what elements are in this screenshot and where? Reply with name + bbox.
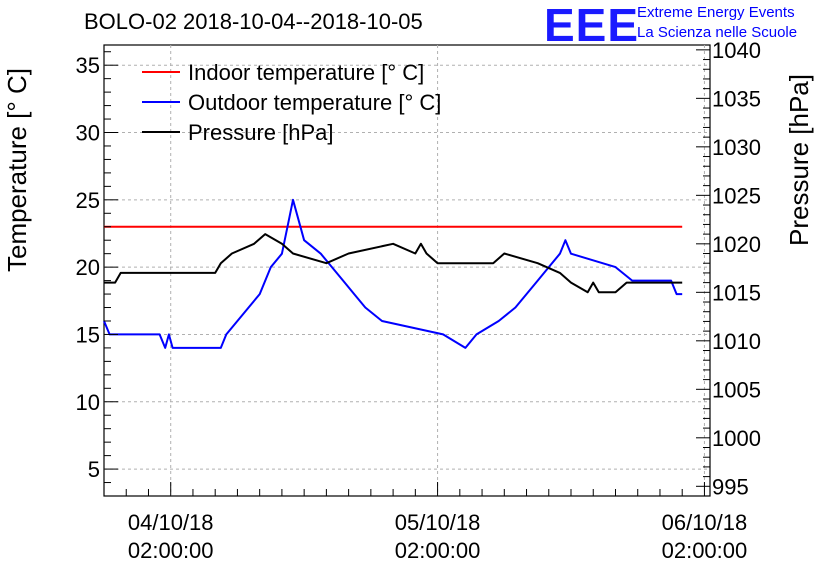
legend: Indoor temperature [° C] Outdoor tempera… [142,60,441,145]
x-tick-label-date: 04/10/18 [128,510,214,535]
y-tick-label: 5 [88,457,100,482]
y2-axis-label: Pressure [hPa] [784,74,814,246]
logo-text-line1: Extreme Energy Events [637,4,795,21]
series-lines [103,198,683,349]
y2-tick-label: 1035 [712,86,761,111]
x-axis: 04/10/18 02:00:00 05/10/18 02:00:00 06/10/18… [103,482,748,563]
y2-tick-label: 1000 [712,426,761,451]
chart-title: BOLO-02 2018-10-04--2018-10-05 [84,9,423,34]
eee-logo: EEE [544,0,640,51]
x-tick-label-date: 06/10/18 [662,510,748,535]
x-tick-label-time: 02:00:00 [395,538,481,563]
left-axis: 5 10 15 20 25 30 35 [76,51,118,497]
grid [104,45,710,496]
pressure-line [104,233,683,294]
y-tick-label: 30 [76,121,100,146]
legend-label-outdoor: Outdoor temperature [° C] [188,90,441,115]
right-axis: 995 1000 1005 1010 1015 1020 1025 1030 1035 1040 [696,38,761,499]
y2-tick-label: 1020 [712,232,761,257]
x-tick-label-time: 02:00:00 [128,538,214,563]
y2-tick-label: 995 [712,474,749,499]
y-tick-label: 15 [76,322,100,347]
y2-tick-label: 1010 [712,329,761,354]
x-tick-label-time: 02:00:00 [662,538,748,563]
y-tick-label: 10 [76,390,100,415]
plot-frame [103,44,711,497]
y2-tick-label: 1030 [712,135,761,160]
y2-tick-label: 1015 [712,280,761,305]
y-axis-label: Temperature [° C] [2,68,32,272]
outdoor-temperature-line [103,198,683,349]
y2-tick-label: 1005 [712,377,761,402]
y2-tick-label: 1040 [712,38,761,63]
y-tick-label: 20 [76,255,100,280]
y2-tick-label: 1025 [712,183,761,208]
y-tick-label: 25 [76,188,100,213]
y-tick-label: 35 [76,53,100,78]
x-tick-label-date: 05/10/18 [395,510,481,535]
legend-label-indoor: Indoor temperature [° C] [188,60,424,85]
legend-label-pressure: Pressure [hPa] [188,120,334,145]
logo-text-line2: La Scienza nelle Scuole [637,24,798,41]
